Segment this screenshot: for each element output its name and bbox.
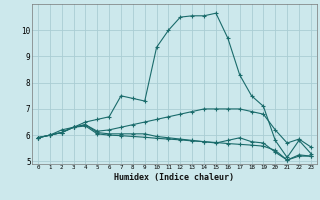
X-axis label: Humidex (Indice chaleur): Humidex (Indice chaleur) (115, 173, 234, 182)
